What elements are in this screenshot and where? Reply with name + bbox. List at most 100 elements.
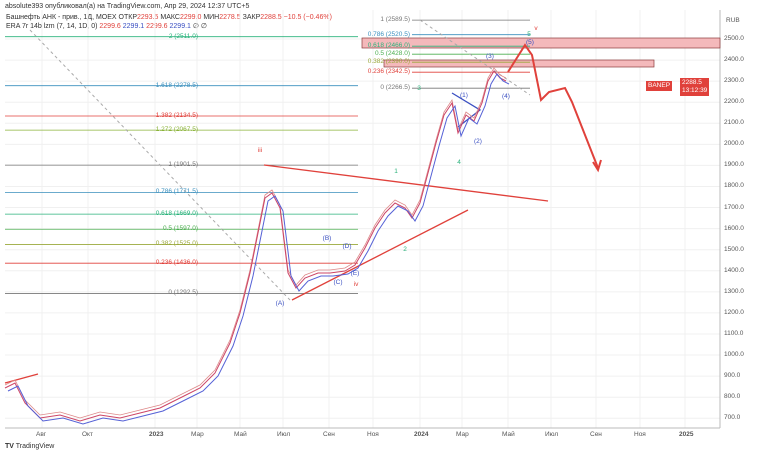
open-value: 2293.5 <box>137 14 159 21</box>
wave-label[interactable]: (5) <box>526 39 534 46</box>
time-tick: Сен <box>323 431 335 438</box>
price-tick: 1900.0 <box>724 161 744 169</box>
ma-fast-line <box>4 70 507 422</box>
wave-label[interactable]: (E) <box>351 270 360 277</box>
grid <box>5 10 720 428</box>
trend-dashed-line[interactable] <box>29 29 291 301</box>
price-tick: 2300.0 <box>724 77 744 85</box>
trend-dashed-line[interactable] <box>419 19 531 96</box>
low-value: 2278.5 <box>219 14 241 21</box>
wave-label[interactable]: 4 <box>457 159 461 166</box>
wave-label[interactable]: 2 <box>403 246 407 253</box>
time-tick: 2024 <box>414 431 429 438</box>
fib-level-label: 0.382 (2390.0) <box>367 58 410 66</box>
tradingview-logo[interactable]: TV TradingView <box>5 443 55 450</box>
fib-level-label: 0.786 (2520.5) <box>367 30 410 38</box>
open-label: ОТКР <box>118 14 137 21</box>
symbol-name[interactable]: Башнефть АНК - прив., 1Д, MOEX <box>6 14 117 21</box>
fib-level-label: 0.382 (1525.0) <box>155 240 198 248</box>
trend-line[interactable] <box>4 373 39 384</box>
fib-level-label: 1 (2589.5) <box>380 16 410 24</box>
indicator-name[interactable]: ERA 7r 14b lzm (7, 14, 1D, 0) <box>6 23 98 30</box>
price-tick: 1600.0 <box>724 224 744 232</box>
ind-value: ∅ ∅ <box>192 23 208 30</box>
triangle-lower-line[interactable] <box>291 209 469 301</box>
price-tick: 1500.0 <box>724 245 744 253</box>
bar-countdown: 13:12:39 <box>682 87 708 94</box>
price-tick: 2400.0 <box>724 56 744 64</box>
price-tick: 800.0 <box>724 393 741 401</box>
fib-level-label: 1 (1901.5) <box>168 161 198 169</box>
wave-label[interactable]: 3 <box>417 85 421 92</box>
time-tick: Июл <box>277 431 291 438</box>
time-tick: Май <box>234 431 247 438</box>
time-tick: Авг <box>36 431 47 438</box>
price-tick: 2500.0 <box>724 35 744 42</box>
wave-label[interactable]: iii <box>258 147 262 154</box>
wave-label[interactable]: iv <box>354 281 359 288</box>
wave-label[interactable]: (B) <box>323 235 332 242</box>
price-tick: 2000.0 <box>724 140 744 148</box>
price-tick: 1300.0 <box>724 287 744 295</box>
small-triangle[interactable] <box>451 92 482 128</box>
currency-label[interactable]: RUB <box>726 17 740 24</box>
price-tick: 1700.0 <box>724 203 744 211</box>
price-tick: 2100.0 <box>724 119 744 127</box>
close-value: 2288.5 <box>260 14 282 21</box>
price-tick: 900.0 <box>724 372 741 380</box>
time-tick: Сен <box>590 431 602 438</box>
time-tick: Май <box>502 431 515 438</box>
fib-level-label: 0.5 (2428.0) <box>374 50 410 58</box>
time-tick: Ноя <box>367 431 379 438</box>
high-value: 2299.0 <box>179 14 202 21</box>
fib-level-label: 2 (2511.0) <box>168 32 198 40</box>
ind-value: 2299.6 <box>146 23 168 30</box>
wave-label[interactable]: (4) <box>502 93 510 100</box>
fib-level-label: 0 (2266.5) <box>380 84 410 92</box>
fib-level-label: 0.618 (2466.0) <box>367 42 410 50</box>
time-tick: 2023 <box>149 431 164 438</box>
wave-label[interactable]: (3) <box>486 53 494 60</box>
triangle-upper-line[interactable] <box>263 164 549 202</box>
time-tick: Ноя <box>634 431 646 438</box>
fib-level-label: 0 (1292.5) <box>168 289 198 297</box>
wave-label[interactable]: (A) <box>276 300 285 307</box>
price-tick: 2200.0 <box>724 98 744 106</box>
price-tick: 1000.0 <box>724 351 744 359</box>
wave-label[interactable]: (C) <box>333 279 342 286</box>
price-candles <box>4 67 507 419</box>
time-tick: 2025 <box>679 431 694 438</box>
ind-value: 2299.6 <box>99 23 121 30</box>
wave-label[interactable]: (1) <box>460 92 468 99</box>
resistance-zone-upper[interactable] <box>361 37 721 49</box>
wave-label[interactable]: 1 <box>394 168 398 175</box>
low-label: МИН <box>203 14 220 21</box>
change-value: −10.5 (−0.46%) <box>283 14 332 21</box>
price-tick: 1200.0 <box>724 308 744 316</box>
price-tick: 700.0 <box>724 414 741 422</box>
ind-value: 2299.1 <box>122 23 145 30</box>
wave-label[interactable]: (D) <box>342 243 351 250</box>
ticker-tag: BANEP <box>646 81 673 91</box>
fib-level-label: 0.236 (2342.5) <box>367 68 410 76</box>
fib-level-label: 0.236 (1436.0) <box>155 259 198 267</box>
price-tick: 1400.0 <box>724 266 744 274</box>
ind-value: 2299.1 <box>169 23 191 30</box>
fib-level-label: 0.786 (1771.5) <box>155 188 198 196</box>
fib-level-label: 0.618 (1669.0) <box>155 210 198 218</box>
footer-text: TradingView <box>15 443 55 450</box>
last-price: 2288.5 <box>682 79 702 86</box>
forecast-arrowhead <box>592 159 602 173</box>
price-tick: 1100.0 <box>724 329 744 337</box>
ma-slow-line <box>7 73 510 425</box>
time-tick: Мар <box>191 431 204 438</box>
fib-level-label: 1.618 (2278.5) <box>155 81 198 89</box>
fib-level-label: 1.382 (2134.5) <box>155 112 198 119</box>
publish-header: absolute393 опубликовал(а) на TradingVie… <box>5 3 250 10</box>
wave-label[interactable]: (2) <box>474 138 482 145</box>
resistance-zone-lower[interactable] <box>383 59 655 68</box>
wave-label[interactable]: v <box>534 25 538 32</box>
time-tick: Мар <box>456 431 469 438</box>
forecast-path[interactable] <box>507 43 599 169</box>
wave-label[interactable]: 5 <box>527 31 531 38</box>
